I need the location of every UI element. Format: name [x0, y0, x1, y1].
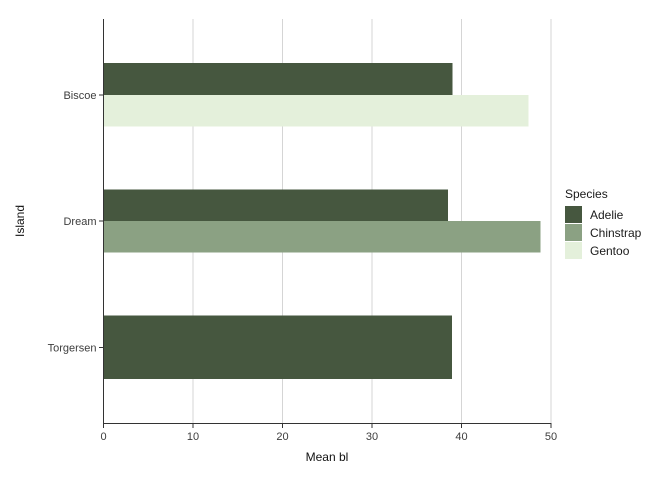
- legend: Species Adelie Chinstrap Gentoo: [565, 187, 641, 260]
- y-axis-title: Island: [13, 205, 27, 237]
- y-tick-label-torgersen: Torgersen: [48, 342, 97, 354]
- legend-item-gentoo: Gentoo: [565, 242, 641, 259]
- x-tick-label-30: 30: [366, 431, 378, 443]
- legend-swatch-adelie: [565, 206, 582, 223]
- legend-swatch-chinstrap: [565, 224, 582, 241]
- x-tick-label-10: 10: [187, 431, 199, 443]
- bar-adelie-biscoe: [104, 63, 453, 95]
- legend-label-chinstrap: Chinstrap: [590, 225, 642, 240]
- legend-label-gentoo: Gentoo: [590, 243, 630, 258]
- bar-adelie-torgersen: [104, 315, 453, 379]
- x-tick-label-0: 0: [100, 431, 106, 443]
- x-axis-title: Mean bl: [306, 450, 349, 464]
- tick-marks: [99, 94, 552, 428]
- tick-labels: 0 10 20 30 40 50 Biscoe Dream Torgersen: [48, 90, 558, 443]
- y-tick-label-dream: Dream: [63, 216, 96, 228]
- x-tick-label-50: 50: [545, 431, 557, 443]
- axes: [103, 19, 552, 424]
- x-tick-label-40: 40: [455, 431, 467, 443]
- legend-item-adelie: Adelie: [565, 206, 641, 223]
- x-tick-label-20: 20: [276, 431, 288, 443]
- legend-item-chinstrap: Chinstrap: [565, 224, 641, 241]
- bars: [104, 63, 541, 379]
- legend-items: Adelie Chinstrap Gentoo: [565, 206, 641, 259]
- legend-label-adelie: Adelie: [590, 207, 624, 222]
- bar-adelie-dream: [104, 189, 449, 221]
- legend-title: Species: [565, 187, 608, 201]
- bar-chinstrap-dream: [104, 221, 541, 253]
- legend-swatch-gentoo: [565, 242, 582, 259]
- y-tick-label-biscoe: Biscoe: [63, 90, 96, 102]
- bar-gentoo-biscoe: [104, 94, 529, 127]
